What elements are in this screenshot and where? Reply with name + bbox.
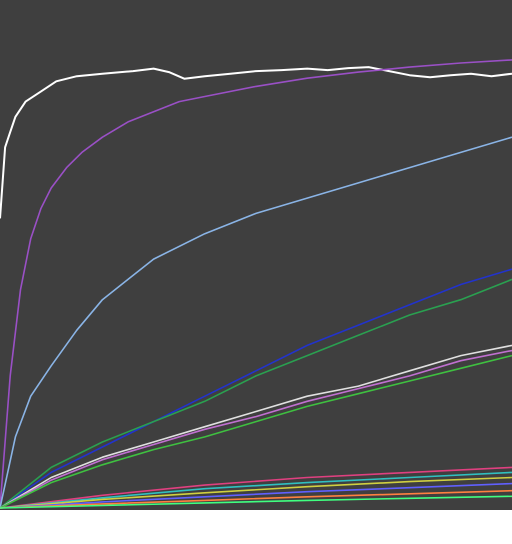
- bottom-strip: [0, 510, 512, 544]
